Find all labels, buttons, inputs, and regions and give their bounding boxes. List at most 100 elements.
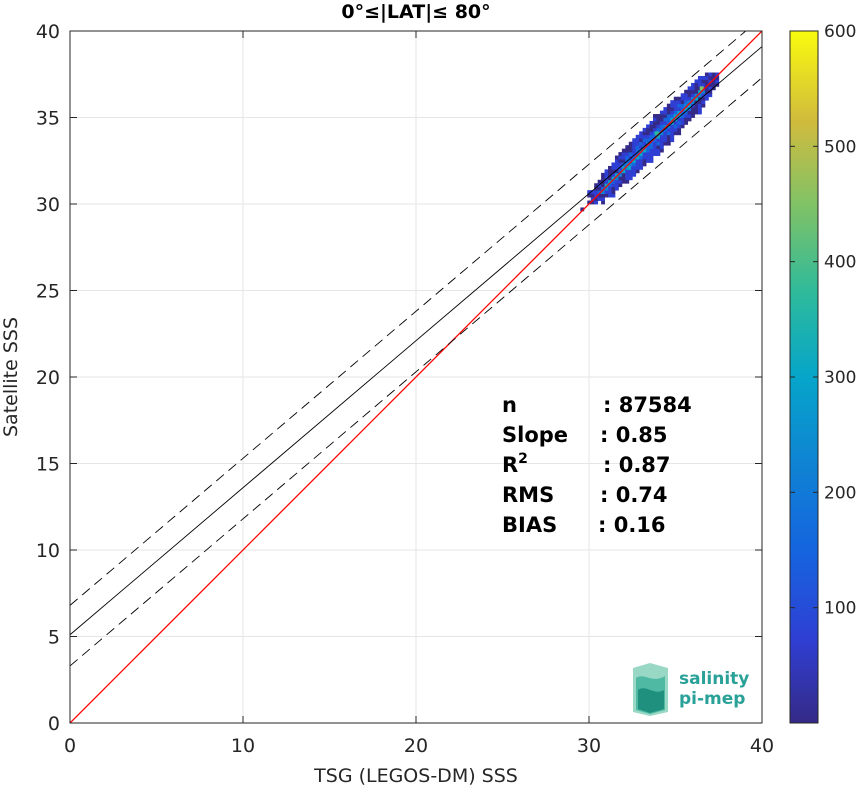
density-cell — [594, 186, 599, 191]
density-cell — [656, 134, 661, 139]
density-cell — [632, 172, 637, 177]
density-cell — [625, 155, 630, 160]
density-cell — [618, 179, 623, 184]
y-tick-label: 35 — [36, 108, 60, 130]
density-cell — [604, 190, 609, 195]
density-cell — [635, 162, 640, 167]
density-cell — [677, 117, 682, 122]
density-cell — [677, 107, 682, 111]
line-regression — [70, 46, 762, 636]
density-cell — [701, 79, 706, 84]
density-cell — [694, 89, 699, 94]
density-cell — [628, 169, 633, 174]
density-cell-peak — [627, 165, 632, 170]
density-cell — [656, 141, 661, 146]
density-cell — [666, 110, 671, 115]
line-one-to-one — [70, 31, 762, 723]
density-cell — [659, 141, 664, 146]
density-cell — [635, 138, 640, 143]
density-cell — [677, 103, 682, 108]
density-cell — [694, 107, 699, 111]
density-cell — [677, 120, 682, 125]
density-cell — [697, 75, 702, 80]
salinity-pi-mep-logo: salinity pi-mep — [633, 663, 749, 716]
stats-value: : 0.85 — [600, 423, 668, 447]
density-cell — [691, 82, 695, 87]
density-cell — [621, 172, 626, 177]
logo-text-line2: pi-mep — [679, 689, 745, 709]
density-cell — [680, 114, 685, 118]
density-cell — [625, 176, 630, 181]
density-cell — [697, 79, 702, 84]
density-cell — [663, 124, 668, 129]
chart-title: 0°≤|LAT|≤ 80° — [341, 1, 490, 23]
line-regression-lower — [70, 77, 762, 667]
density-cell — [663, 110, 668, 115]
density-cell — [663, 131, 668, 136]
density-cell — [628, 172, 633, 177]
density-cell — [608, 169, 612, 174]
density-cell — [621, 148, 626, 153]
density-cell — [653, 152, 657, 156]
density-cell — [663, 107, 668, 111]
density-cell — [628, 155, 633, 160]
density-cell — [601, 186, 605, 191]
stats-value: : 87584 — [603, 393, 692, 417]
density-cell — [666, 117, 671, 122]
density-cell — [635, 134, 640, 139]
density-cell — [632, 159, 637, 163]
density-cell — [697, 89, 702, 94]
density-cell — [680, 110, 685, 115]
density-cell — [639, 165, 644, 170]
density-cell — [659, 148, 664, 153]
density-cell — [673, 120, 678, 125]
density-cell — [601, 197, 605, 201]
density-cell — [649, 124, 654, 129]
density-cell — [614, 165, 619, 170]
density-cell — [642, 155, 647, 160]
density-cell — [697, 82, 702, 87]
density-cell — [687, 117, 692, 122]
y-tick-label: 25 — [36, 281, 60, 303]
density-cell — [642, 159, 647, 163]
density-cell — [608, 193, 612, 198]
density-cell — [694, 96, 699, 101]
density-cell — [663, 141, 668, 146]
density-cell — [659, 145, 664, 150]
density-cell — [715, 75, 720, 80]
density-cell — [597, 179, 602, 184]
y-tick-label: 10 — [36, 540, 60, 562]
density-cell — [632, 138, 637, 143]
density-cell — [635, 159, 640, 163]
density-cell — [649, 120, 654, 125]
density-cell — [594, 183, 599, 188]
density-cell — [608, 186, 612, 191]
density-cell — [670, 131, 675, 136]
density-cell — [628, 141, 633, 146]
density-cell — [656, 148, 661, 153]
density-cell — [708, 72, 713, 77]
density-cell — [632, 169, 637, 174]
x-tick-label: 10 — [231, 735, 255, 757]
density-cell — [656, 145, 661, 150]
density-cell — [697, 103, 702, 108]
stats-label: RMS — [502, 483, 554, 507]
density-cell — [691, 100, 695, 105]
density-cell — [649, 145, 654, 150]
density-cell — [666, 114, 671, 118]
density-cell — [614, 186, 619, 191]
density-cell — [621, 152, 626, 156]
density-cell — [659, 134, 664, 139]
density-cell — [621, 179, 626, 184]
density-cell — [632, 141, 637, 146]
density-cell — [642, 138, 647, 143]
density-cell — [642, 131, 647, 136]
density-cell — [653, 117, 657, 122]
y-axis-ticks: 0 5 10 15 20 25 30 35 40 — [36, 21, 762, 735]
x-tick-label: 20 — [404, 735, 428, 757]
density-cell — [625, 145, 630, 150]
density-cell — [625, 152, 630, 156]
density-cell — [704, 96, 709, 101]
density-cell — [642, 141, 647, 146]
stats-value: : 0.16 — [598, 513, 666, 537]
